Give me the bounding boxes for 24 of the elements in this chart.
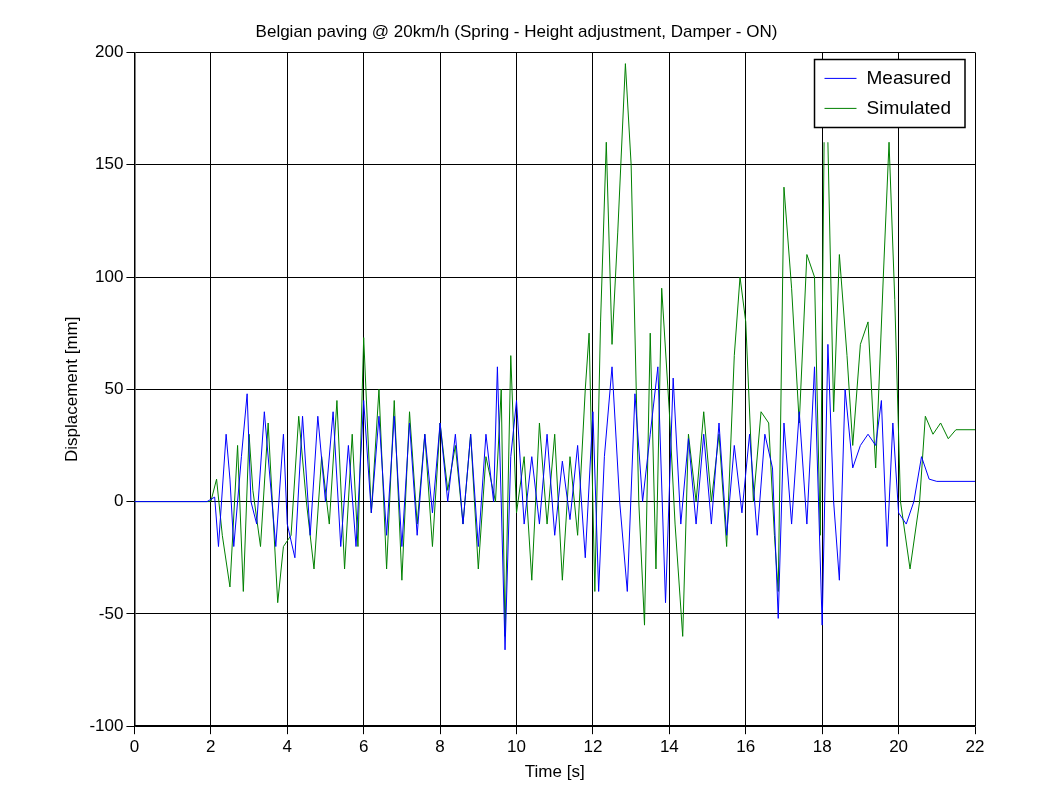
x-tick-label: 16 (736, 737, 756, 757)
y-axis-title: Displacement [mm] (61, 316, 81, 463)
x-tick-label: 6 (358, 737, 369, 757)
x-tick-label: 4 (282, 737, 292, 757)
x-tick-label: 8 (435, 737, 445, 757)
y-tick-label: -50 (98, 603, 124, 623)
legend-label: Measured (866, 66, 952, 88)
y-tick-label: 200 (95, 42, 124, 62)
x-tick-label: 22 (965, 737, 985, 757)
y-tick-label: -100 (89, 715, 124, 735)
y-tick-label: 0 (113, 491, 124, 511)
x-tick-label: 14 (659, 737, 679, 757)
chart-title: Belgian paving @ 20km/h (Spring - Height adjustment, Damper - ON) (255, 21, 778, 41)
x-tick-label: 18 (812, 737, 832, 757)
x-tick-label: 10 (507, 737, 526, 757)
x-tick-label: 0 (129, 737, 140, 757)
y-tick-label: 50 (104, 378, 124, 398)
x-axis-title: Time [s] (524, 762, 585, 782)
x-tick-label: 12 (583, 737, 603, 757)
y-tick-label: 100 (95, 266, 124, 286)
legend-label: Simulated (866, 96, 952, 118)
x-tick-label: 2 (206, 737, 216, 757)
y-tick-label: 150 (95, 154, 124, 174)
x-tick-label: 20 (889, 737, 909, 757)
